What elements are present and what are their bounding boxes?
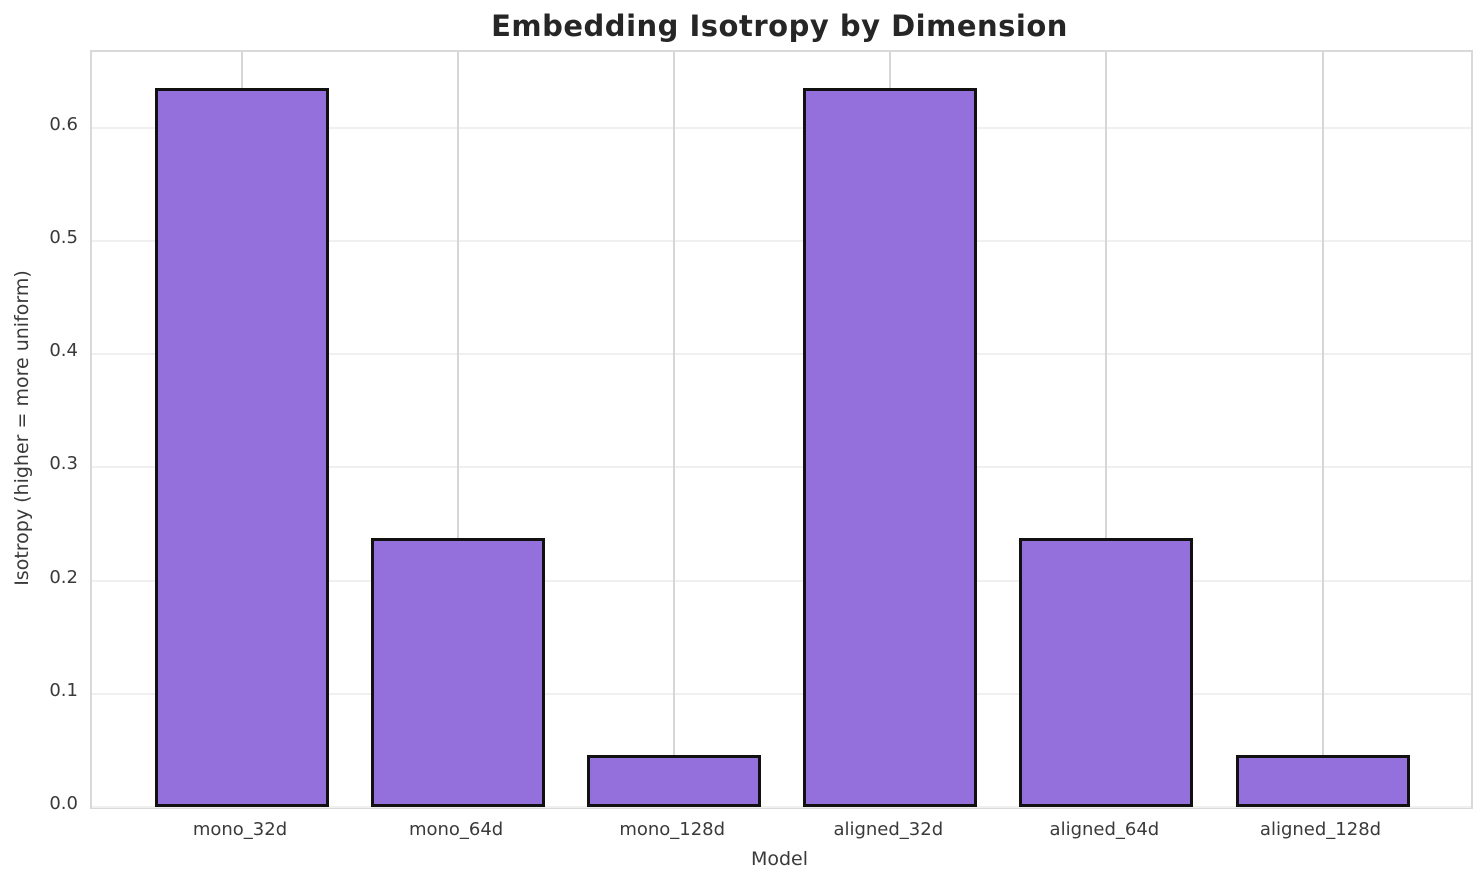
gridline-horizontal	[92, 126, 1471, 129]
gridline-horizontal	[92, 353, 1471, 356]
gridline-horizontal	[92, 579, 1471, 582]
y-tick-label: 0.3	[49, 453, 78, 475]
chart-title: Embedding Isotropy by Dimension	[491, 9, 1068, 43]
bar-aligned_32d	[803, 88, 978, 807]
y-tick-label: 0.1	[49, 679, 78, 701]
y-tick-label: 0.0	[49, 793, 78, 814]
y-tick-label: 0.6	[49, 113, 78, 135]
y-tick-label: 0.5	[49, 227, 78, 249]
x-tick-label-mono_128d: mono_128d	[619, 819, 726, 840]
gridline-vertical	[673, 52, 676, 807]
x-axis-label: Model	[750, 848, 809, 870]
gridline-vertical	[1105, 52, 1108, 807]
plot-area	[90, 50, 1473, 809]
x-tick-label-mono_64d: mono_64d	[408, 819, 504, 840]
gridline-horizontal	[92, 240, 1471, 243]
gridline-horizontal	[92, 806, 1471, 808]
x-tick-label-aligned_32d: aligned_32d	[833, 819, 944, 840]
gridline-vertical	[1321, 52, 1324, 807]
y-tick-label: 0.4	[49, 340, 78, 362]
bar-aligned_128d	[1235, 754, 1410, 807]
x-tick-label-aligned_128d: aligned_128d	[1259, 819, 1382, 840]
bar-mono_128d	[587, 754, 762, 807]
bar-mono_32d	[155, 88, 329, 807]
bar-aligned_64d	[1019, 537, 1194, 807]
gridline-horizontal	[92, 692, 1471, 695]
y-tick-label: 0.2	[49, 566, 78, 588]
x-tick-label-mono_32d: mono_32d	[192, 819, 288, 840]
bar-mono_64d	[371, 537, 546, 807]
gridline-vertical	[457, 52, 460, 807]
gridline-horizontal	[92, 466, 1471, 469]
x-tick-label-aligned_64d: aligned_64d	[1049, 819, 1160, 840]
y-axis-label: Isotropy (higher = more uniform)	[11, 270, 33, 586]
